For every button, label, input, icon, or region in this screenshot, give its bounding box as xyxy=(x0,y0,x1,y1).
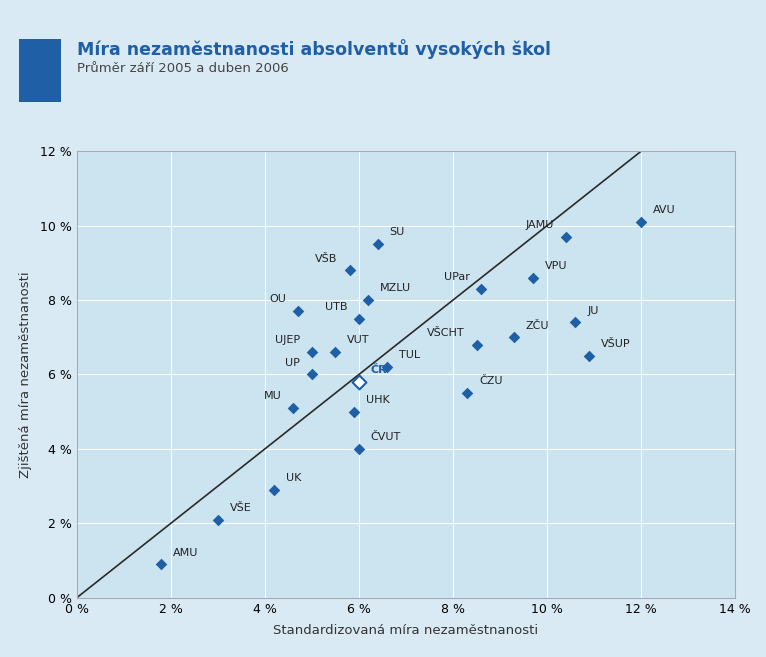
Point xyxy=(475,284,487,294)
Text: SU: SU xyxy=(389,227,404,237)
Point xyxy=(527,273,539,283)
Point xyxy=(381,362,393,373)
Text: VUT: VUT xyxy=(347,336,370,346)
Point xyxy=(635,217,647,227)
Text: MU: MU xyxy=(264,392,281,401)
Text: ČVUT: ČVUT xyxy=(371,432,401,442)
Point xyxy=(343,265,355,275)
Text: VPU: VPU xyxy=(545,261,568,271)
Point xyxy=(353,443,365,454)
Text: UTB: UTB xyxy=(325,302,347,312)
Text: OU: OU xyxy=(269,294,286,304)
X-axis label: Standardizovaná míra nezaměstnanosti: Standardizovaná míra nezaměstnanosti xyxy=(273,624,538,637)
Text: VŠB: VŠB xyxy=(316,254,338,263)
Point xyxy=(560,231,572,242)
Point xyxy=(569,317,581,328)
Point xyxy=(353,376,365,387)
Text: ČZU: ČZU xyxy=(479,376,502,386)
Text: UK: UK xyxy=(286,473,301,483)
Point xyxy=(268,485,280,495)
Point xyxy=(348,407,360,417)
Point xyxy=(287,403,300,413)
Point xyxy=(292,306,304,317)
Point xyxy=(329,347,342,357)
Text: ČR: ČR xyxy=(371,365,388,375)
Point xyxy=(306,347,318,357)
Text: UJEP: UJEP xyxy=(275,336,300,346)
Point xyxy=(362,295,375,306)
Point xyxy=(211,514,224,525)
Text: Průměr září 2005 a duben 2006: Průměr září 2005 a duben 2006 xyxy=(77,62,288,76)
Point xyxy=(470,340,483,350)
Text: VŠCHT: VŠCHT xyxy=(427,328,465,338)
Text: AMU: AMU xyxy=(173,548,198,558)
Text: JU: JU xyxy=(587,306,598,315)
Point xyxy=(584,351,596,361)
Point xyxy=(353,313,365,324)
Point xyxy=(372,239,384,250)
Text: UHK: UHK xyxy=(366,395,390,405)
Text: TUL: TUL xyxy=(399,350,420,360)
Point xyxy=(306,369,318,380)
Text: Míra nezaměstnanosti absolventů vysokých škol: Míra nezaměstnanosti absolventů vysokých… xyxy=(77,39,551,59)
Point xyxy=(461,388,473,398)
Text: ZČU: ZČU xyxy=(526,321,549,330)
Text: AVU: AVU xyxy=(653,205,676,215)
Text: JAMU: JAMU xyxy=(525,220,554,230)
Text: UPar: UPar xyxy=(444,272,470,282)
Text: MZLU: MZLU xyxy=(380,283,411,293)
Text: VŠUP: VŠUP xyxy=(601,339,631,349)
Text: VŠE: VŠE xyxy=(230,503,251,513)
Y-axis label: Zjištěná míra nezaměstnanosti: Zjištěná míra nezaměstnanosti xyxy=(18,271,31,478)
Text: UP: UP xyxy=(285,358,300,368)
Point xyxy=(155,559,168,570)
Point xyxy=(508,332,520,342)
